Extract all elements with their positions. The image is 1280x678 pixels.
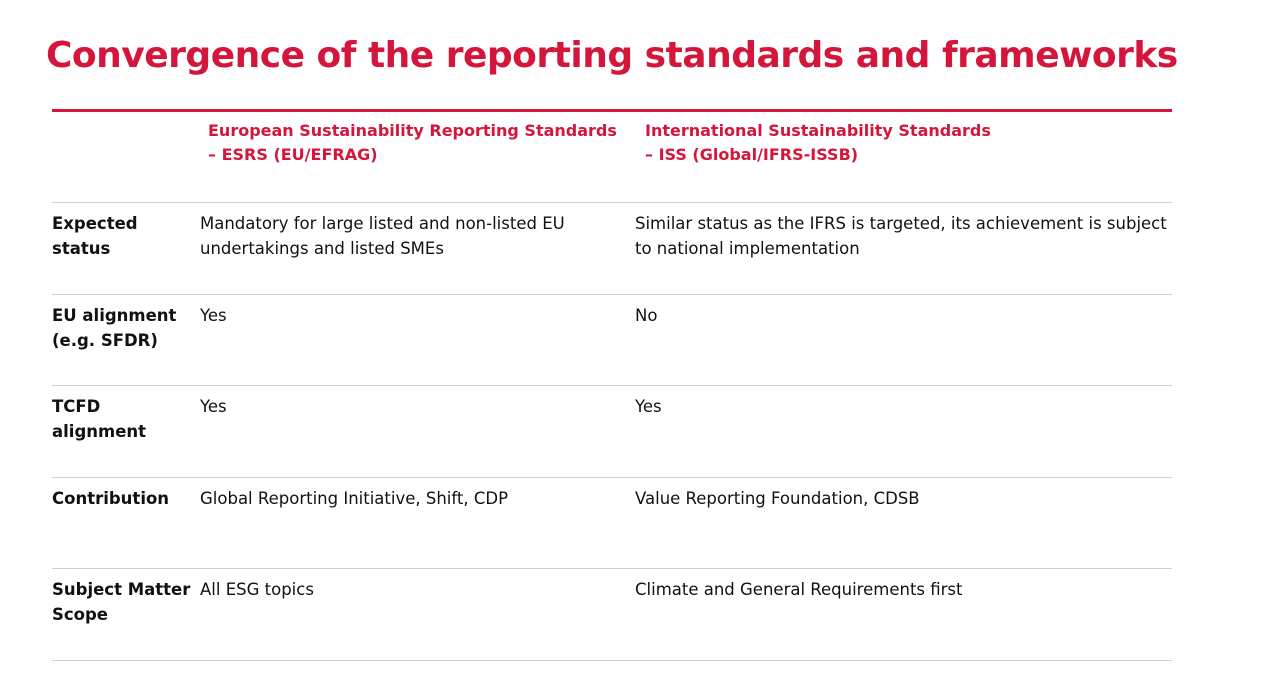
- row-label: EU alignment (e.g. SFDR): [52, 305, 177, 350]
- esrs-cell: Global Reporting Initiative, Shift, CDP: [200, 488, 509, 508]
- iss-cell: No: [635, 305, 658, 325]
- table-row-expected-status: Expected status Mandatory for large list…: [52, 203, 1172, 295]
- row-label: Subject Matter Scope: [52, 580, 191, 624]
- esrs-cell: Yes: [200, 397, 227, 416]
- header-esrs: European Sustainability Reporting Standa…: [200, 112, 635, 202]
- row-label: Contribution: [52, 488, 170, 508]
- iss-cell: Yes: [635, 397, 662, 416]
- header-esrs-line1: European Sustainability Reporting Standa…: [208, 121, 617, 140]
- table-row-tcfd-alignment: TCFD alignment Yes Yes: [52, 386, 1172, 478]
- iss-cell: Similar status as the IFRS is targeted, …: [635, 214, 1167, 258]
- esrs-cell: All ESG topics: [200, 580, 314, 599]
- row-label: TCFD alignment: [52, 397, 147, 441]
- iss-cell: Climate and General Requirements first: [635, 580, 963, 599]
- iss-cell: Value Reporting Foundation, CDSB: [635, 488, 920, 508]
- header-iss-line2: – ISS (Global/IFRS-ISSB): [645, 145, 859, 164]
- table-header-row: European Sustainability Reporting Standa…: [52, 112, 1172, 203]
- esrs-cell: Mandatory for large listed and non-liste…: [200, 214, 565, 258]
- row-label: Expected status: [52, 214, 138, 258]
- page-title: Convergence of the reporting standards a…: [46, 35, 1178, 76]
- header-empty-cell: [52, 112, 200, 202]
- title-divider: [52, 109, 1172, 112]
- header-iss: International Sustainability Standards –…: [635, 112, 1172, 202]
- table-row-subject-matter-scope: Subject Matter Scope All ESG topics Clim…: [52, 569, 1172, 661]
- table-row-contribution: Contribution Global Reporting Initiative…: [52, 478, 1172, 569]
- header-esrs-line2: – ESRS (EU/EFRAG): [208, 145, 378, 164]
- comparison-table: European Sustainability Reporting Standa…: [52, 112, 1172, 661]
- esrs-cell: Yes: [200, 305, 227, 325]
- header-iss-line1: International Sustainability Standards: [645, 121, 991, 140]
- table-row-eu-alignment: EU alignment (e.g. SFDR) Yes No: [52, 295, 1172, 386]
